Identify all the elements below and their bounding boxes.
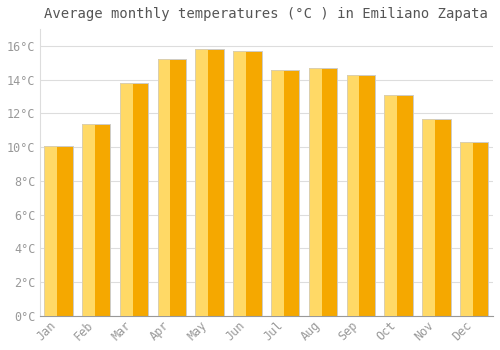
Bar — [234, 51, 262, 316]
Title: Average monthly temperatures (°C ) in Emiliano Zapata: Average monthly temperatures (°C ) in Em… — [44, 7, 488, 21]
Bar — [158, 60, 186, 316]
Bar — [120, 83, 148, 316]
Bar — [271, 70, 284, 316]
Bar — [384, 95, 413, 316]
Bar — [309, 68, 337, 316]
Bar — [460, 142, 472, 316]
Bar — [460, 142, 488, 316]
Bar — [82, 124, 110, 316]
Bar — [309, 68, 322, 316]
Bar — [82, 124, 95, 316]
Bar — [44, 146, 72, 316]
Bar — [422, 119, 435, 316]
Bar — [234, 51, 246, 316]
Bar — [271, 70, 300, 316]
Bar — [346, 75, 360, 316]
Bar — [422, 119, 450, 316]
Bar — [196, 49, 224, 316]
Bar — [158, 60, 170, 316]
Bar — [384, 95, 397, 316]
Bar — [44, 146, 72, 316]
Bar — [44, 146, 57, 316]
Bar — [234, 51, 262, 316]
Bar — [120, 83, 132, 316]
Bar — [309, 68, 337, 316]
Bar — [422, 119, 450, 316]
Bar — [384, 95, 413, 316]
Bar — [196, 49, 224, 316]
Bar — [82, 124, 110, 316]
Bar — [196, 49, 208, 316]
Bar — [158, 60, 186, 316]
Bar — [120, 83, 148, 316]
Bar — [460, 142, 488, 316]
Bar — [271, 70, 300, 316]
Bar — [346, 75, 375, 316]
Bar — [346, 75, 375, 316]
